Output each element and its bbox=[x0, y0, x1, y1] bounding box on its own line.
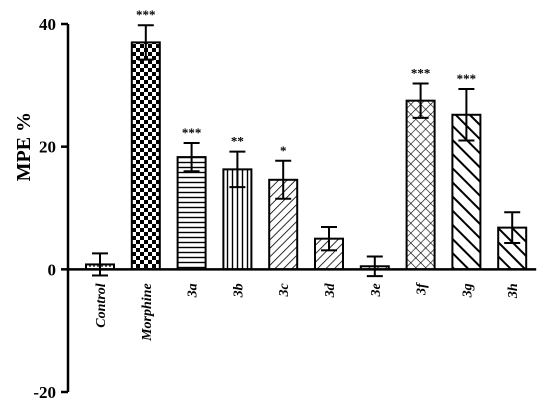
y-tick-label: 20 bbox=[39, 138, 56, 157]
significance-label-3c: * bbox=[280, 143, 287, 158]
significance-label-3a: *** bbox=[182, 125, 202, 140]
x-tick-label-3a: 3a bbox=[186, 283, 201, 298]
x-tick-label-3d: 3d bbox=[323, 282, 338, 298]
significance-label-3f: *** bbox=[411, 65, 431, 80]
x-tick-label-3e: 3e bbox=[369, 283, 384, 297]
bar-3a bbox=[176, 156, 207, 271]
x-tick-label-3f: 3f bbox=[415, 282, 430, 296]
y-tick-label: 40 bbox=[39, 15, 56, 34]
x-tick-label-morphine: Morphine bbox=[140, 283, 155, 342]
y-axis-title: MPE % bbox=[13, 112, 35, 181]
bar-3f bbox=[405, 99, 436, 271]
x-tick-label-3c: 3c bbox=[277, 283, 292, 298]
x-tick-label-control: Control bbox=[94, 283, 109, 327]
significance-label-morphine: *** bbox=[136, 7, 156, 22]
bar-morphine bbox=[130, 41, 161, 271]
significance-label-3b: ** bbox=[231, 134, 244, 149]
x-tick-label-3g: 3g bbox=[460, 283, 475, 298]
x-tick-label-3b: 3b bbox=[231, 283, 246, 298]
y-tick-label: 0 bbox=[48, 260, 57, 279]
y-tick-label: -20 bbox=[33, 383, 56, 402]
significance-label-3g: *** bbox=[457, 71, 477, 86]
x-tick-label-3h: 3h bbox=[506, 283, 521, 299]
